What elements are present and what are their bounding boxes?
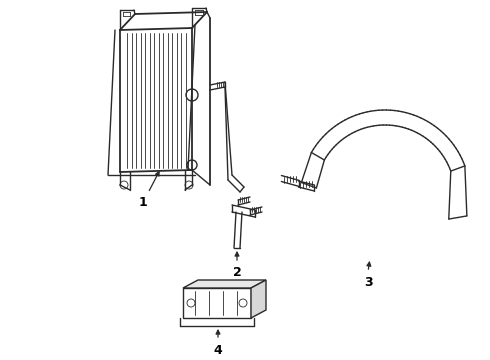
Circle shape — [186, 89, 198, 101]
Polygon shape — [251, 280, 266, 318]
Text: 1: 1 — [139, 195, 147, 208]
Text: 4: 4 — [214, 343, 222, 356]
Polygon shape — [183, 280, 266, 288]
Text: 2: 2 — [233, 266, 242, 279]
Text: 3: 3 — [364, 275, 372, 288]
Polygon shape — [183, 288, 251, 318]
